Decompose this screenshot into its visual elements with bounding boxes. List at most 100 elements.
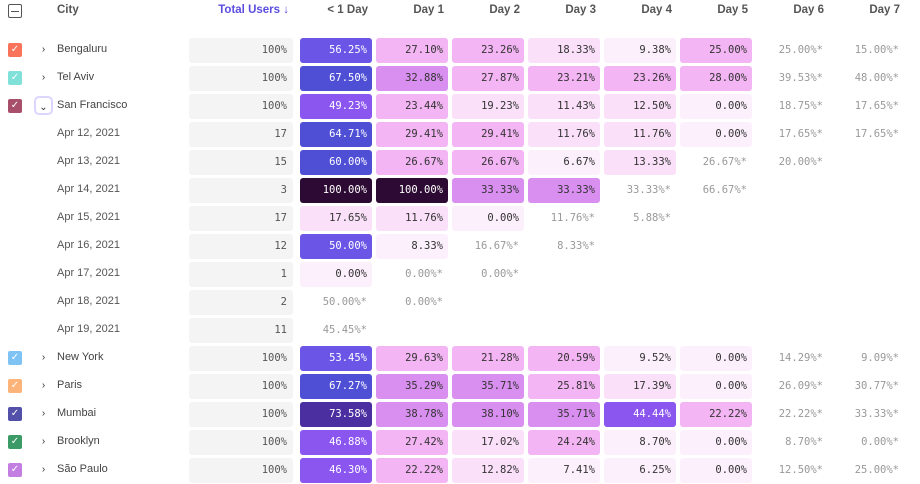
row-checkbox[interactable]: ✓ xyxy=(8,407,22,421)
row-label: New York xyxy=(57,351,104,363)
retention-cell: 11.76% xyxy=(528,122,600,147)
chevron-right-icon[interactable]: › xyxy=(41,408,46,419)
table-row: ✓ ⌄ San Francisco 100% 49.23% 23.44% 19.23% 11.… xyxy=(0,92,920,120)
retention-cell: 35.29% xyxy=(376,374,448,399)
total-users-cell: 1 xyxy=(189,262,293,287)
row-checkbox[interactable]: ✓ xyxy=(8,99,22,113)
retention-cell: 100.00% xyxy=(300,178,372,203)
row-label: Tel Aviv xyxy=(57,71,95,83)
retention-cell: 18.33% xyxy=(528,38,600,63)
header-col-4[interactable]: Day 4 xyxy=(641,4,672,16)
row-label: San Francisco xyxy=(57,99,128,111)
row-checkbox[interactable]: ✓ xyxy=(8,435,22,449)
retention-cell: 29.63% xyxy=(376,346,448,371)
header-col-3[interactable]: Day 3 xyxy=(565,4,596,16)
header-city[interactable]: City xyxy=(57,4,79,16)
row-checkbox[interactable]: ✓ xyxy=(8,43,22,57)
row-label: Paris xyxy=(57,379,83,391)
table-row: ✓ › Bengaluru 100% 56.25% 27.10% 23.26% 18.33% 9… xyxy=(0,36,920,64)
retention-cell: 8.33% xyxy=(376,234,448,259)
row-label: Apr 15, 2021 xyxy=(57,211,120,223)
retention-cell: 9.09%* xyxy=(861,352,899,364)
chevron-right-icon[interactable]: › xyxy=(41,380,46,391)
retention-cell: 50.00%* xyxy=(322,296,367,308)
header-col-0[interactable]: < 1 Day xyxy=(327,4,368,16)
chevron-right-icon[interactable]: › xyxy=(41,352,46,363)
header-col-1[interactable]: Day 1 xyxy=(413,4,444,16)
retention-cell: 45.45%* xyxy=(322,324,367,336)
retention-cell: 7.41% xyxy=(528,458,600,483)
retention-cell: 22.22% xyxy=(680,402,752,427)
retention-cell: 24.24% xyxy=(528,430,600,455)
retention-cell: 17.65%* xyxy=(854,128,899,140)
retention-cell: 8.33%* xyxy=(557,240,595,252)
retention-cell: 21.28% xyxy=(452,346,524,371)
retention-cell: 8.70% xyxy=(604,430,676,455)
retention-cell: 64.71% xyxy=(300,122,372,147)
retention-cell: 5.88%* xyxy=(633,212,671,224)
retention-cell: 0.00%* xyxy=(481,268,519,280)
retention-cell: 20.59% xyxy=(528,346,600,371)
retention-cell: 66.67%* xyxy=(702,184,747,196)
retention-cell: 25.00% xyxy=(680,38,752,63)
retention-cell: 17.39% xyxy=(604,374,676,399)
check-icon: ✓ xyxy=(10,352,20,363)
retention-cell: 6.67% xyxy=(528,150,600,175)
header-total-users[interactable]: Total Users ↓ xyxy=(218,4,289,16)
chevron-right-icon[interactable]: › xyxy=(41,44,46,55)
check-icon: ✓ xyxy=(10,44,20,55)
chevron-right-icon[interactable]: › xyxy=(41,464,46,475)
retention-cell: 17.65%* xyxy=(854,100,899,112)
row-label: Brooklyn xyxy=(57,435,100,447)
header-col-2[interactable]: Day 2 xyxy=(489,4,520,16)
row-checkbox[interactable]: ✓ xyxy=(8,463,22,477)
chevron-down-icon[interactable]: ⌄ xyxy=(34,96,53,115)
retention-cell: 23.26% xyxy=(604,66,676,91)
table-row: Apr 16, 2021 12 50.00% 8.33% 16.67%* 8.33%* xyxy=(0,232,920,260)
table-row: ✓ › New York 100% 53.45% 29.63% 21.28% 20.59% 9.… xyxy=(0,344,920,372)
header-col-5[interactable]: Day 5 xyxy=(717,4,748,16)
retention-cell: 35.71% xyxy=(452,374,524,399)
retention-cell: 0.00% xyxy=(680,458,752,483)
table-row: Apr 14, 2021 3 100.00% 100.00% 33.33% 33.33% 3… xyxy=(0,176,920,204)
retention-cell: 16.67%* xyxy=(474,240,519,252)
row-label: Apr 17, 2021 xyxy=(57,267,120,279)
retention-cell: 39.53%* xyxy=(778,72,823,84)
retention-cell: 73.58% xyxy=(300,402,372,427)
row-checkbox[interactable]: ✓ xyxy=(8,71,22,85)
retention-cell: 22.22% xyxy=(376,458,448,483)
retention-cell: 0.00%* xyxy=(861,436,899,448)
row-checkbox[interactable]: ✓ xyxy=(8,379,22,393)
check-icon: ✓ xyxy=(10,100,20,111)
retention-cell: 49.23% xyxy=(300,94,372,119)
check-icon: ✓ xyxy=(10,408,20,419)
retention-cell: 26.09%* xyxy=(778,380,823,392)
retention-cell: 28.00% xyxy=(680,66,752,91)
check-icon: ✓ xyxy=(10,380,20,391)
chevron-right-icon[interactable]: › xyxy=(41,72,46,83)
retention-cell: 60.00% xyxy=(300,150,372,175)
row-label: Mumbai xyxy=(57,407,97,419)
retention-cell: 25.81% xyxy=(528,374,600,399)
row-checkbox[interactable]: ✓ xyxy=(8,351,22,365)
retention-cell: 6.25% xyxy=(604,458,676,483)
table-row: Apr 15, 2021 17 17.65% 11.76% 0.00% 11.76%* 5.… xyxy=(0,204,920,232)
total-users-cell: 2 xyxy=(189,290,293,315)
retention-cell: 11.76% xyxy=(604,122,676,147)
table-row: ✓ › Paris 100% 67.27% 35.29% 35.71% 25.81% 17.39… xyxy=(0,372,920,400)
header-col-6[interactable]: Day 6 xyxy=(793,4,824,16)
retention-cell: 67.27% xyxy=(300,374,372,399)
retention-cell: 38.78% xyxy=(376,402,448,427)
retention-cell: 32.88% xyxy=(376,66,448,91)
header-col-7[interactable]: Day 7 xyxy=(869,4,900,16)
retention-cell: 0.00%* xyxy=(405,296,443,308)
check-icon: ✓ xyxy=(10,72,20,83)
retention-cell: 20.00%* xyxy=(778,156,823,168)
select-all-checkbox[interactable] xyxy=(8,4,22,18)
chevron-right-icon[interactable]: › xyxy=(41,436,46,447)
retention-cell: 11.76% xyxy=(376,206,448,231)
table-row: Apr 13, 2021 15 60.00% 26.67% 26.67% 6.67% 13.… xyxy=(0,148,920,176)
retention-cell: 56.25% xyxy=(300,38,372,63)
retention-cell: 0.00% xyxy=(680,94,752,119)
retention-cell: 22.22%* xyxy=(778,408,823,420)
